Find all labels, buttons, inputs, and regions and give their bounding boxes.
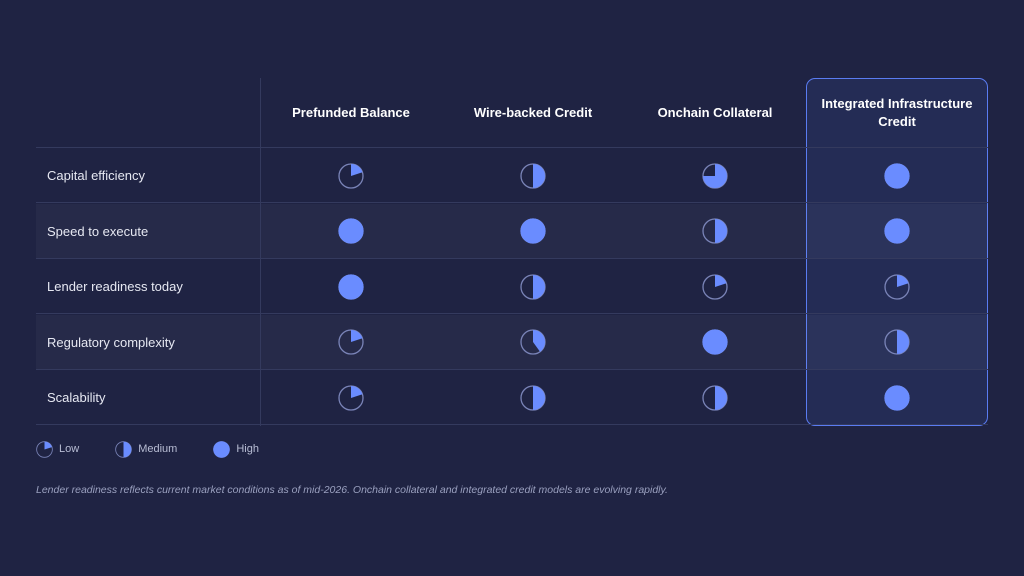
comparison-matrix: Prefunded Balance Wire-backed Credit Onc… [36,78,988,428]
harvey-ball-icon [115,440,132,458]
legend-item-medium: Medium [115,440,178,458]
footnote: Lender readiness reflects current market… [36,484,668,496]
harvey-ball-icon [702,274,728,300]
legend-item-high: High [213,440,259,458]
matrix-row-lender-readiness-today: Lender readiness today [36,259,988,315]
harvey-ball-icon [884,385,910,411]
legend-item-low: Low [36,440,80,458]
cell-speed-to-execute-prefunded-balance [311,204,391,259]
cell-speed-to-execute-integrated-infrastructure-credit [857,204,937,259]
legend-label: High [236,443,259,455]
cell-scalability-onchain-collateral [675,370,755,425]
harvey-ball-icon [338,329,364,355]
harvey-ball-icon [702,162,728,189]
cell-lender-readiness-today-integrated-infrastructure-credit [857,259,937,314]
cell-capital-efficiency-integrated-infrastructure-credit [857,148,937,203]
legend-label: Low [59,443,80,455]
harvey-ball-icon [338,162,364,189]
cell-scalability-wire-backed-credit [493,370,573,425]
harvey-ball-icon [213,440,231,458]
column-header-onchain-collateral: Onchain Collateral [657,105,773,120]
harvey-ball-icon [520,385,546,411]
column-header-prefunded-balance: Prefunded Balance [292,105,410,120]
row-label: Scalability [47,390,106,406]
row-label: Capital efficiency [47,168,146,183]
cell-regulatory-complexity-integrated-infrastructure-credit [857,315,937,370]
matrix-row-scalability: Scalability [36,370,988,426]
row-label: Regulatory complexity [47,334,175,350]
cell-scalability-integrated-infrastructure-credit [857,370,937,425]
harvey-ball-icon [884,329,910,355]
legend-label: Medium [138,443,178,455]
harvey-ball-icon [884,218,910,244]
harvey-ball-icon [702,385,728,411]
harvey-ball-icon [338,218,364,244]
legend: Low Medium High [36,440,295,458]
cell-regulatory-complexity-onchain-collateral [675,315,755,370]
cell-lender-readiness-today-prefunded-balance [311,259,391,314]
row-label: Lender readiness today [47,279,183,295]
cell-capital-efficiency-onchain-collateral [675,148,755,203]
cell-scalability-prefunded-balance [311,370,391,425]
matrix-row-regulatory-complexity: Regulatory complexity [36,315,988,370]
harvey-ball-icon [702,329,728,355]
row-label: Speed to execute [47,223,149,239]
harvey-ball-icon [338,385,364,411]
harvey-ball-icon [884,162,910,189]
cell-regulatory-complexity-wire-backed-credit [493,315,573,370]
harvey-ball-icon [520,329,546,355]
cell-lender-readiness-today-wire-backed-credit [493,259,573,314]
matrix-row-capital-efficiency: Capital efficiency [36,148,988,203]
cell-speed-to-execute-onchain-collateral [675,204,755,259]
harvey-ball-icon [36,440,53,458]
cell-lender-readiness-today-onchain-collateral [675,259,755,314]
cell-capital-efficiency-prefunded-balance [311,148,391,203]
cell-speed-to-execute-wire-backed-credit [493,204,573,259]
column-header-integrated-infrastructure-credit: Integrated Infrastructure Credit [821,96,973,129]
header-row: Prefunded Balance Wire-backed Credit Onc… [36,78,988,148]
harvey-ball-icon [702,218,728,244]
harvey-ball-icon [884,274,910,300]
column-header-wire-backed-credit: Wire-backed Credit [473,105,593,120]
harvey-ball-icon [338,274,364,300]
harvey-ball-icon [520,218,546,244]
label-column-divider [260,78,261,426]
matrix-row-speed-to-execute: Speed to execute [36,204,988,259]
harvey-ball-icon [520,162,546,189]
cell-capital-efficiency-wire-backed-credit [493,148,573,203]
harvey-ball-icon [520,274,546,300]
cell-regulatory-complexity-prefunded-balance [311,315,391,370]
